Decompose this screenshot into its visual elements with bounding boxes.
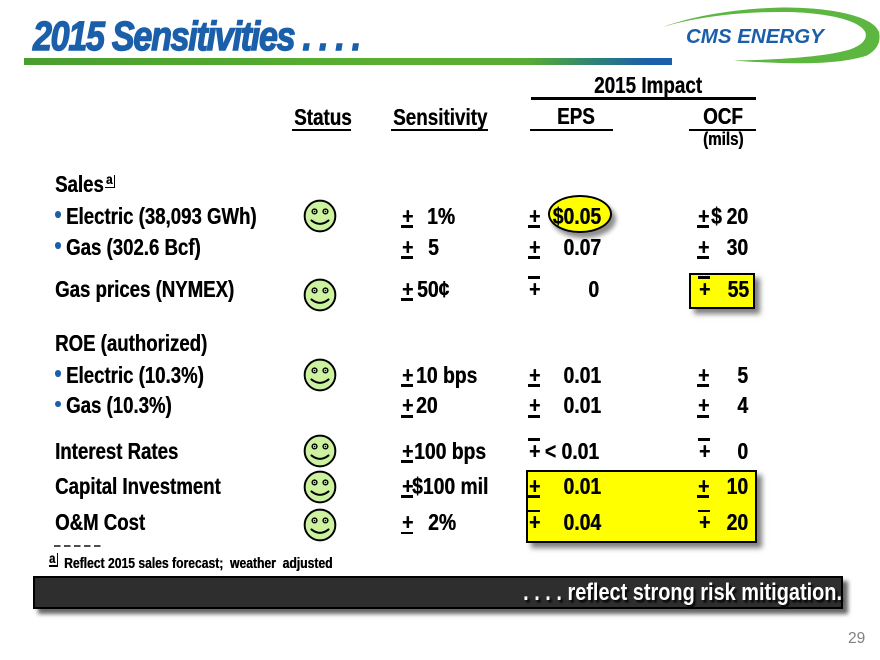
svg-text:CMS ENERGY: CMS ENERGY	[686, 25, 826, 48]
